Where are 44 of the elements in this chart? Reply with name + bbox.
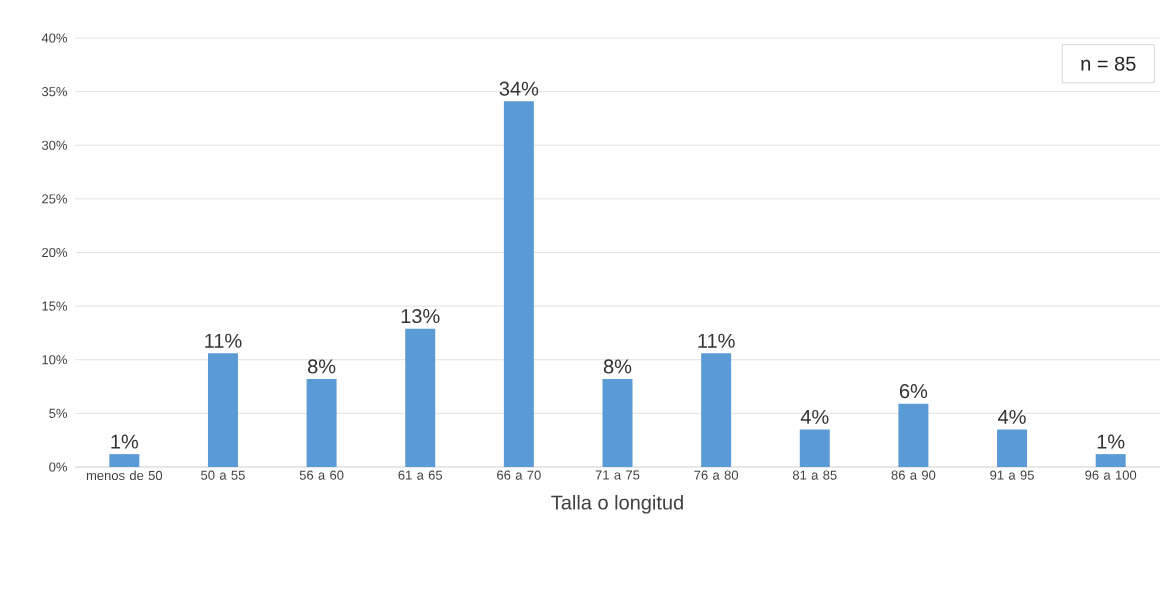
annotation: n = 85 [1081,56,1136,71]
y-tick-label: 20% [42,247,68,258]
x-tick-label: 61 a 65 [398,470,443,480]
x-tick-label: 91 a 95 [990,470,1034,480]
bar [799,429,830,467]
data-label: 1% [1097,434,1125,449]
bar [503,101,534,467]
x-tick-label: 76 a 80 [694,470,739,480]
bar [898,403,929,467]
x-tick-label: 50 a 55 [201,470,245,480]
y-tick-label: 35% [41,87,68,97]
x-tick-label: menos de 50 [86,470,163,481]
data-label: 4% [800,409,829,424]
x-tick-label: 81 a 85 [792,470,837,480]
data-label: 11% [205,333,242,348]
x-tick-label: 96 a 100 [1085,470,1137,480]
data-label: 6% [899,384,928,399]
data-label: 8% [603,359,632,374]
data-label: 1% [111,434,139,449]
y-tick-label: 25% [42,194,68,204]
x-axis-title: Talla o longitud [551,494,683,514]
y-tick-label: 40% [41,33,68,43]
data-label: 8% [308,359,336,374]
bar [306,379,337,467]
data-label: 11% [698,333,735,348]
y-tick-label: 5% [49,408,68,418]
y-tick-label: 10% [42,355,68,365]
bar [109,454,140,467]
y-tick-label: 15% [42,301,68,311]
bar [997,429,1028,467]
x-tick-label: 86 a 90 [891,470,936,480]
bar [1095,454,1126,467]
bar [207,353,238,467]
y-tick-label: 30% [41,140,68,150]
x-tick-label: 56 a 60 [299,470,344,480]
x-tick-label: 71 a 75 [595,470,640,480]
y-tick-label: 0% [49,462,68,472]
x-tick-label: 66 a 70 [497,470,541,480]
bar [405,328,436,467]
data-label: 4% [998,409,1026,424]
data-label: 13% [401,308,440,324]
bar [602,379,633,467]
bar [701,353,732,467]
data-label: 34% [499,81,539,96]
